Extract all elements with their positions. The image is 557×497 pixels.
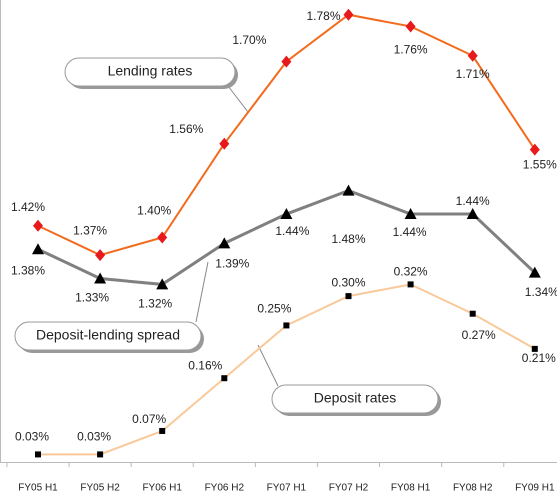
data-label: 1.44% <box>393 225 427 239</box>
callout-spread: Deposit-lending spread <box>14 261 209 353</box>
data-label: 1.70% <box>232 33 266 47</box>
x-tick-label: FY08 H2 <box>453 483 493 494</box>
marker <box>342 184 355 196</box>
callout-text: Deposit rates <box>314 390 396 406</box>
marker <box>467 49 478 62</box>
marker <box>469 310 476 317</box>
data-label: 0.07% <box>132 412 166 426</box>
callout-box <box>271 384 439 414</box>
marker <box>407 281 414 288</box>
marker <box>345 293 352 300</box>
data-label: 0.25% <box>257 302 291 316</box>
x-tick-label: FY09 H1 <box>515 483 555 494</box>
data-label: 1.38% <box>11 263 45 277</box>
leader-line <box>257 344 279 387</box>
data-label: 1.71% <box>456 67 490 81</box>
marker <box>529 143 540 156</box>
x-tick-label: FY06 H2 <box>205 483 245 494</box>
data-label: 0.30% <box>331 275 365 289</box>
data-label: 0.03% <box>15 430 49 444</box>
data-label: 1.56% <box>169 122 203 136</box>
data-label: 0.16% <box>188 358 222 372</box>
x-tick-label: FY06 H1 <box>142 483 182 494</box>
marker <box>95 249 106 262</box>
marker <box>343 8 354 21</box>
marker <box>283 322 290 329</box>
marker <box>94 272 107 284</box>
marker <box>218 237 231 249</box>
data-label: 1.39% <box>215 257 249 271</box>
callout-box <box>64 57 236 87</box>
data-label: 1.34% <box>525 285 557 299</box>
marker <box>32 243 44 255</box>
marker <box>280 208 293 220</box>
data-label: 1.48% <box>331 232 365 246</box>
data-label: 1.42% <box>11 200 45 214</box>
data-label: 1.32% <box>138 297 172 311</box>
x-tick-label: FY07 H1 <box>267 483 307 494</box>
callout-lending: Lending rates <box>64 57 249 113</box>
marker <box>404 208 417 220</box>
callout-deposit: Deposit rates <box>257 344 441 416</box>
data-label: 1.37% <box>73 223 107 237</box>
marker <box>466 208 479 220</box>
marker <box>35 451 41 458</box>
marker <box>281 55 292 68</box>
marker <box>221 375 228 382</box>
data-label: 0.32% <box>394 265 428 279</box>
marker <box>528 266 541 278</box>
marker <box>405 20 416 33</box>
x-tick-label: FY05 H2 <box>80 483 120 494</box>
leader-line <box>227 85 249 113</box>
leader-line <box>195 261 209 323</box>
marker <box>219 137 230 150</box>
data-label: 0.27% <box>462 328 496 342</box>
series: 1.38% 1.33% 1.32% 1.39% 1.44% 1.48% 1.44% 1.44%… <box>11 184 557 311</box>
data-label: 1.78% <box>306 9 340 23</box>
marker <box>156 278 169 290</box>
data-label: 0.21% <box>522 351 556 365</box>
data-label: 1.55% <box>523 158 557 172</box>
series: 1.42% 1.37% 1.40% 1.56% 1.70% 1.78% 1.76% 1.71%… <box>11 8 557 262</box>
marker <box>97 451 104 458</box>
marker <box>159 427 166 434</box>
marker <box>157 231 168 244</box>
marker <box>531 345 538 352</box>
data-label: 1.40% <box>137 204 171 218</box>
series: 0.03% 0.03% 0.07% 0.16% 0.25% 0.30% 0.32% 0.27%… <box>15 265 556 458</box>
x-tick-label: FY07 H2 <box>329 483 369 494</box>
callout-text: Lending rates <box>108 63 193 79</box>
data-label: 1.76% <box>394 43 428 57</box>
data-label: 0.03% <box>77 430 111 444</box>
data-label: 1.44% <box>275 224 309 238</box>
callout-box <box>14 321 202 351</box>
x-tick-label: FY05 H1 <box>18 483 58 494</box>
callout-text: Deposit-lending spread <box>36 327 180 343</box>
data-label: 1.33% <box>75 291 109 305</box>
x-tick-label: FY08 H1 <box>391 483 431 494</box>
data-label: 1.44% <box>456 194 490 208</box>
marker <box>33 219 43 232</box>
